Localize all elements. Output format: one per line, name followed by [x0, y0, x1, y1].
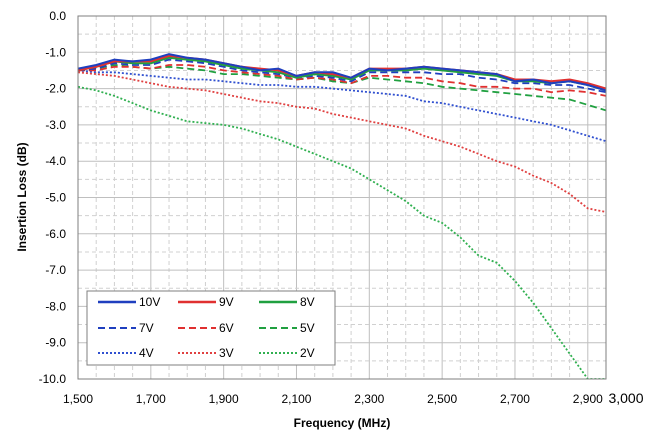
- series-line-8V: [78, 56, 606, 92]
- legend-label-5V: 5V: [300, 321, 315, 335]
- series-layer: [78, 53, 606, 379]
- x-tick-label: 2,900: [573, 392, 603, 406]
- y-tick-label: -5.0: [45, 191, 66, 205]
- legend-label-8V: 8V: [300, 295, 315, 309]
- x-tick-labels: 1,500 1,700 1,900 2,100 2,300 2,500 2,700 2,900…: [63, 390, 644, 406]
- y-tick-label: -1.0: [45, 45, 66, 59]
- y-tick-label: -3.0: [45, 118, 66, 132]
- x-tick-label: 2,100: [281, 392, 311, 406]
- x-tick-label: 3,000: [608, 390, 643, 406]
- legend: 10V 9V 8V 7V 6V 5V 4V 3V 2V: [86, 290, 336, 366]
- y-tick-label: -6.0: [45, 227, 66, 241]
- y-tick-label: -9.0: [45, 336, 66, 350]
- y-tick-label: -4.0: [45, 154, 66, 168]
- legend-label-10V: 10V: [139, 295, 160, 309]
- y-tick-labels: 0.0 -1.0 -2.0 -3.0 -4.0 -5.0 -6.0 -7.0 -8.0 -9.0 -…: [39, 9, 67, 386]
- y-tick-label: -2.0: [45, 82, 66, 96]
- y-axis-title: Insertion Loss (dB): [15, 142, 29, 251]
- legend-label-3V: 3V: [219, 346, 234, 360]
- x-axis-title: Frequency (MHz): [294, 416, 391, 430]
- series-line-10V: [78, 53, 606, 92]
- x-tick-label: 1,700: [136, 392, 166, 406]
- legend-label-4V: 4V: [139, 346, 154, 360]
- y-tick-label: -7.0: [45, 263, 66, 277]
- legend-label-9V: 9V: [219, 295, 234, 309]
- y-tick-label: -8.0: [45, 299, 66, 313]
- x-tick-label: 1,900: [209, 392, 239, 406]
- legend-label-2V: 2V: [300, 346, 315, 360]
- legend-label-6V: 6V: [219, 321, 234, 335]
- series-line-7V: [78, 58, 606, 94]
- legend-label-7V: 7V: [139, 321, 154, 335]
- y-tick-label: 0.0: [49, 9, 66, 23]
- plot-border: [77, 15, 607, 380]
- x-tick-label: 2,300: [354, 392, 384, 406]
- y-tick-label: -10.0: [39, 372, 67, 386]
- x-tick-label: 2,700: [500, 392, 530, 406]
- series-line-3V: [78, 71, 606, 214]
- x-tick-label: 2,500: [427, 392, 457, 406]
- series-line-6V: [78, 64, 606, 97]
- x-tick-label: 1,500: [63, 392, 93, 406]
